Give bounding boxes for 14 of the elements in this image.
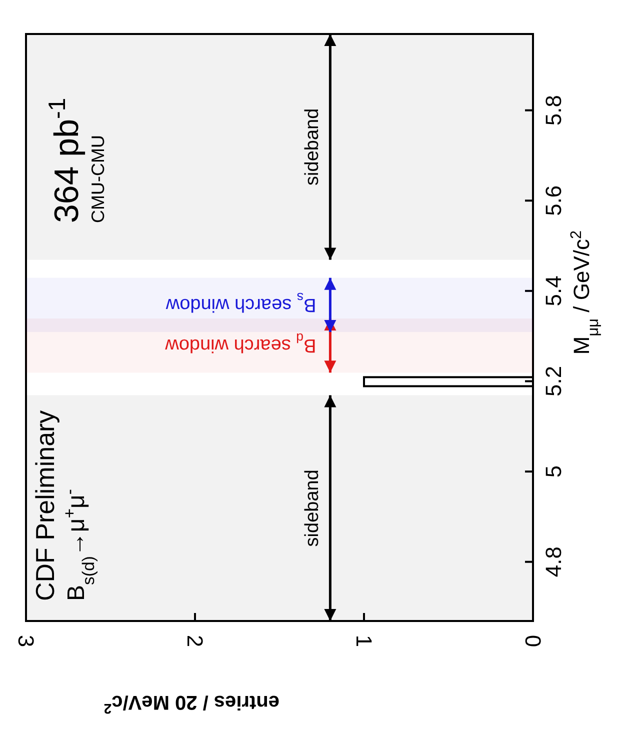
- x-tick-label: 1: [352, 634, 376, 648]
- x-tick-label: 3: [14, 634, 38, 648]
- x-tick-label: 0: [520, 634, 546, 648]
- band-label: sideband: [302, 470, 324, 547]
- y-tick-label: 5: [541, 465, 566, 478]
- x-tick-label: 2: [182, 634, 208, 648]
- annotation: CMU-CMU: [88, 135, 108, 223]
- y-tick-label: 5.6: [541, 185, 566, 216]
- y-tick-label: 5.4: [541, 276, 566, 306]
- y-tick-label: 5.2: [541, 366, 566, 397]
- y-tick-label: 4.8: [541, 546, 566, 578]
- annotation: CDF Preliminary: [30, 410, 60, 601]
- band-label: sideband: [302, 108, 324, 186]
- y-tick-label: 5.8: [541, 95, 566, 126]
